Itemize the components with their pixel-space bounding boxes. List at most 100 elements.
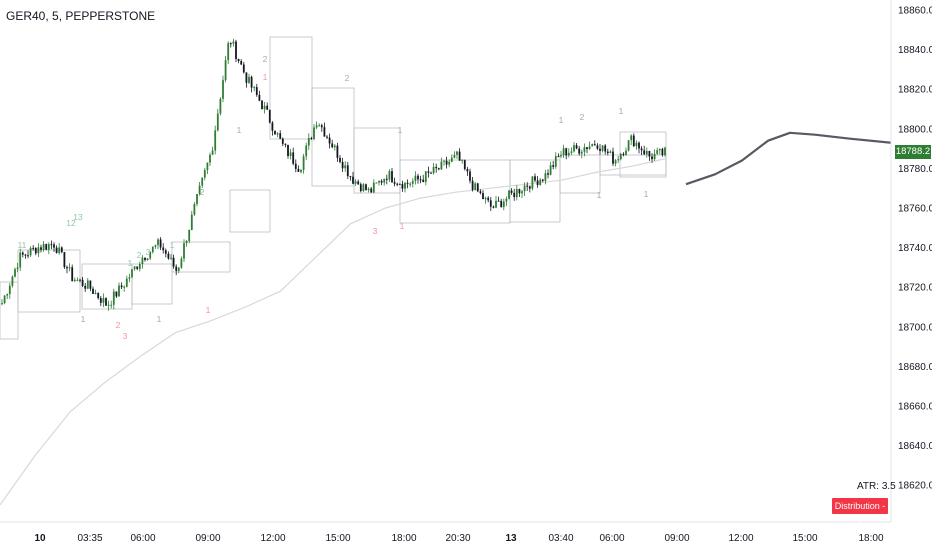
candle-body	[625, 150, 627, 155]
candle-body	[391, 171, 393, 183]
candle-body	[383, 178, 386, 183]
candle-body	[105, 298, 107, 306]
candle-body	[450, 157, 453, 162]
candle-body	[586, 147, 588, 150]
candle-body	[375, 182, 378, 184]
candle-body	[580, 151, 583, 154]
candle-body	[437, 168, 440, 170]
candle-body	[84, 285, 87, 289]
y-tick-label: 18620.0	[898, 481, 932, 492]
candle-body	[55, 247, 58, 254]
range-box	[619, 131, 667, 178]
candle-body	[211, 150, 214, 155]
count-marker: 2	[200, 187, 205, 197]
candle-body	[302, 156, 305, 170]
candle-body	[214, 130, 217, 151]
candle-body	[107, 304, 110, 306]
candle-body	[162, 247, 165, 251]
candle-body	[393, 182, 396, 184]
candle-body	[500, 200, 503, 208]
candle-body	[250, 76, 253, 88]
count-marker: 11	[18, 240, 27, 250]
candle-body	[92, 288, 94, 294]
candle-body	[562, 148, 565, 156]
candle-body	[227, 43, 230, 61]
count-marker: 1	[237, 125, 242, 135]
candle-body	[523, 185, 526, 192]
candle-body	[536, 180, 539, 185]
candle-body	[359, 184, 362, 192]
candle-body	[398, 183, 401, 185]
y-tick-label: 18700.0	[898, 322, 932, 333]
candle-body	[352, 176, 354, 184]
candle-body	[612, 151, 614, 164]
range-box	[559, 154, 601, 194]
candle-body	[422, 179, 425, 183]
x-tick-label: 13	[505, 533, 517, 544]
candle-body	[445, 160, 448, 165]
candle-body	[203, 170, 206, 178]
y-tick-label: 18800.0	[898, 124, 932, 135]
candle-body	[510, 190, 513, 193]
candle-body	[508, 190, 510, 199]
candle-body	[505, 198, 508, 202]
candle-body	[469, 171, 471, 181]
candle-body	[661, 148, 664, 155]
x-tick-label: 12:00	[728, 533, 753, 544]
candle-body	[115, 291, 118, 297]
candle-body	[339, 157, 341, 162]
candle-body	[258, 94, 261, 101]
candle-body	[643, 150, 646, 155]
candle-body	[183, 243, 185, 259]
candle-body	[609, 151, 612, 154]
candle-body	[354, 181, 357, 184]
candle-body	[378, 180, 380, 183]
candle-body	[3, 295, 6, 304]
candle-body	[232, 41, 235, 44]
candle-body	[557, 156, 560, 158]
candle-body	[141, 257, 144, 265]
candle-body	[502, 201, 505, 208]
candle-body	[554, 156, 557, 167]
candle-body	[604, 145, 607, 152]
count-marker: 3	[123, 331, 128, 341]
count-marker: 1	[597, 190, 602, 200]
moving-average-line	[0, 157, 667, 506]
candle-body	[461, 160, 464, 162]
candle-body	[476, 183, 479, 192]
x-tick-label: 10	[34, 533, 46, 544]
candle-body	[404, 182, 406, 189]
candle-body	[596, 145, 599, 149]
candle-body	[417, 175, 419, 180]
candle-body	[513, 192, 516, 198]
range-box	[229, 189, 271, 233]
candle-body	[331, 143, 334, 148]
candle-body	[76, 279, 79, 281]
candle-body	[180, 258, 183, 268]
candle-body	[495, 200, 497, 208]
candle-body	[63, 252, 66, 268]
candle-body	[151, 246, 154, 253]
x-tick-label: 18:00	[391, 533, 416, 544]
range-boxes	[0, 36, 667, 340]
candle-body	[492, 206, 495, 208]
y-tick-label: 18840.0	[898, 45, 932, 56]
candle-body	[573, 145, 575, 152]
candle-body	[427, 171, 430, 173]
count-marker: 1	[81, 314, 86, 324]
candle-body	[658, 148, 661, 151]
candle-body	[664, 147, 666, 155]
candle-body	[14, 269, 16, 277]
candle-body	[328, 137, 331, 144]
candle-body	[466, 169, 469, 172]
y-tick-label: 18660.0	[898, 402, 932, 413]
candle-body	[471, 180, 474, 190]
candle-body	[463, 160, 466, 170]
candle-body	[300, 169, 302, 172]
candle-body	[196, 193, 198, 205]
candle-body	[458, 151, 461, 161]
candle-body	[313, 127, 315, 139]
candle-body	[110, 304, 113, 306]
